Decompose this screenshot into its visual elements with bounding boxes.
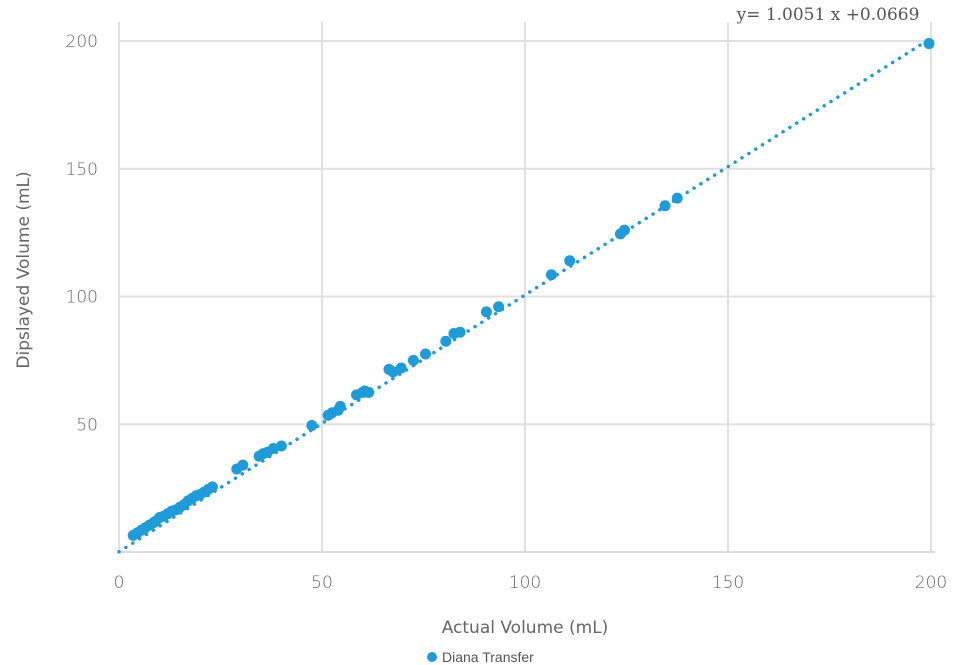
data-point (493, 301, 505, 313)
legend-label: Diana Transfer (442, 649, 534, 665)
x-tick-label: 200 (915, 573, 947, 593)
data-point (671, 192, 683, 204)
grid-lines (118, 22, 935, 553)
trendline (117, 36, 933, 554)
data-point (454, 326, 466, 338)
x-tick-label: 150 (712, 573, 744, 593)
data-point (237, 459, 249, 471)
y-tick-label: 100 (66, 288, 98, 308)
y-tick-label: 150 (66, 160, 98, 180)
data-point (440, 335, 452, 347)
x-axis-label: Actual Volume (mL) (442, 618, 609, 638)
data-point (407, 354, 419, 366)
y-axis-ticks: 50 100 150 200 (66, 32, 98, 435)
x-tick-label: 50 (311, 573, 333, 593)
data-point (564, 255, 576, 267)
trendline-equation: y= 1.0051 x +0.0669 (736, 5, 920, 25)
y-axis-label: Dipslayed Volume (mL) (14, 171, 34, 368)
trendline-path (117, 36, 933, 554)
legend-marker (427, 652, 437, 662)
data-point (923, 38, 935, 50)
x-axis-ticks: 0 50 100 150 200 (114, 573, 948, 593)
data-point (420, 348, 432, 360)
data-point (659, 200, 671, 212)
x-tick-label: 100 (509, 573, 541, 593)
data-point (275, 440, 287, 452)
data-point (306, 420, 318, 432)
data-point (545, 269, 557, 281)
data-point (206, 481, 218, 493)
legend: Diana Transfer (427, 649, 534, 665)
data-point (480, 306, 492, 318)
data-point (395, 362, 407, 374)
y-tick-label: 200 (66, 32, 98, 52)
data-points (127, 38, 935, 541)
data-point (618, 224, 630, 236)
data-point (363, 386, 375, 398)
x-tick-label: 0 (114, 573, 125, 593)
y-tick-label: 50 (76, 415, 98, 435)
data-point (334, 400, 346, 412)
